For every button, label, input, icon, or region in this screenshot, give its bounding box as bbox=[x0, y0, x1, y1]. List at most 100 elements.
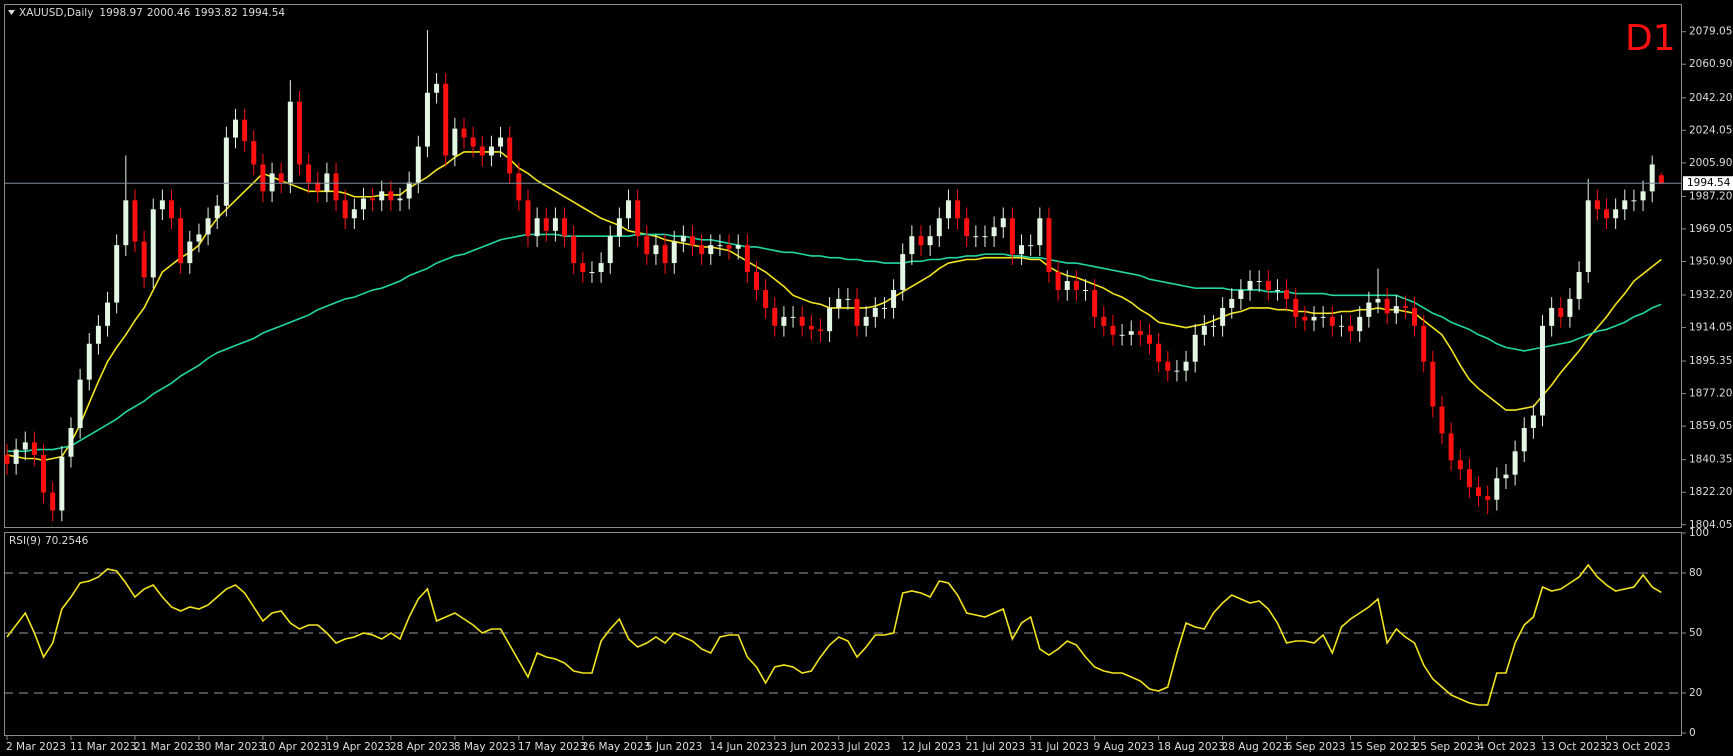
candle-body bbox=[1494, 478, 1500, 500]
candle-body bbox=[1476, 487, 1482, 497]
candle-body bbox=[744, 245, 750, 273]
candle-body bbox=[488, 146, 494, 156]
candle-body bbox=[1274, 289, 1280, 291]
x-tick-label: 10 Apr 2023 bbox=[262, 741, 327, 753]
candle-body bbox=[845, 298, 851, 300]
candle-body bbox=[973, 236, 979, 238]
candle-body bbox=[1540, 325, 1546, 416]
x-tick-label: 30 Mar 2023 bbox=[198, 741, 265, 753]
candle-body bbox=[1384, 298, 1390, 314]
candle-body bbox=[443, 83, 449, 156]
candle-body bbox=[461, 128, 467, 138]
candle-body bbox=[406, 182, 412, 199]
candle-body bbox=[269, 173, 275, 192]
x-tick-label: 12 Jul 2023 bbox=[902, 741, 961, 753]
candle-body bbox=[1448, 433, 1454, 461]
candle-body bbox=[123, 200, 129, 246]
candle-body bbox=[1147, 334, 1152, 344]
candle-body bbox=[1165, 361, 1171, 371]
candle-body bbox=[1585, 200, 1591, 273]
candle-body bbox=[1421, 325, 1427, 362]
candle-body bbox=[1009, 218, 1015, 255]
candle-body bbox=[315, 182, 321, 192]
candle-body bbox=[662, 245, 668, 264]
candle-body bbox=[936, 218, 942, 237]
candle-body bbox=[543, 218, 549, 231]
candle-body bbox=[452, 128, 458, 156]
candle-body bbox=[141, 241, 147, 278]
candle-body bbox=[1631, 200, 1637, 202]
candle-body bbox=[1220, 307, 1226, 326]
candle-body bbox=[1302, 316, 1308, 321]
candle-body bbox=[1019, 245, 1025, 255]
candle-body bbox=[233, 119, 238, 138]
candle-body bbox=[169, 200, 175, 219]
candle-body bbox=[13, 449, 19, 464]
candle-body bbox=[1503, 474, 1509, 479]
candle-body bbox=[41, 454, 47, 493]
candle-body bbox=[77, 379, 83, 429]
candle-body bbox=[817, 329, 823, 332]
x-tick-label: 9 Aug 2023 bbox=[1094, 741, 1155, 753]
candle-body bbox=[1128, 331, 1134, 335]
candle-body bbox=[1256, 281, 1262, 283]
candle-body bbox=[1320, 316, 1326, 318]
candle-body bbox=[1055, 272, 1061, 290]
x-tick-label: 13 Oct 2023 bbox=[1542, 741, 1607, 753]
candle-body bbox=[1439, 406, 1445, 434]
x-tick-label: 19 Apr 2023 bbox=[326, 741, 391, 753]
candle-body bbox=[562, 218, 568, 237]
y-tick-label: 1987.20 bbox=[1689, 190, 1732, 202]
candle-body bbox=[1210, 325, 1216, 327]
candle-body bbox=[1192, 334, 1198, 362]
header-low: 1993.82 bbox=[194, 7, 237, 19]
candle-body bbox=[1064, 281, 1070, 290]
candle-body bbox=[470, 137, 476, 147]
candle-body bbox=[4, 454, 10, 464]
candle-body bbox=[306, 164, 312, 183]
candle-body bbox=[296, 101, 302, 165]
candle-body bbox=[370, 198, 376, 201]
x-tick-label: 5 Jun 2023 bbox=[646, 741, 702, 753]
x-tick-label: 25 Sep 2023 bbox=[1414, 741, 1481, 753]
candle-body bbox=[415, 146, 421, 183]
candle-body bbox=[31, 442, 37, 455]
candle-body bbox=[324, 173, 330, 192]
x-tick-label: 8 May 2023 bbox=[454, 741, 516, 753]
candle-body bbox=[781, 316, 787, 326]
candle-body bbox=[790, 316, 796, 318]
candle-body bbox=[552, 218, 558, 231]
candle-body bbox=[1000, 218, 1006, 228]
current-price-box bbox=[1683, 176, 1733, 191]
candle-body bbox=[891, 289, 897, 308]
candle-body bbox=[86, 343, 92, 380]
x-tick-label: 26 May 2023 bbox=[582, 741, 650, 753]
candle-body bbox=[1311, 316, 1317, 321]
candle-body bbox=[918, 236, 924, 246]
header-high: 2000.46 bbox=[147, 7, 191, 19]
candle-body bbox=[753, 272, 759, 290]
candle-body bbox=[616, 218, 622, 237]
candle-body bbox=[827, 307, 833, 332]
header-open: 1998.97 bbox=[99, 7, 142, 19]
candle-body bbox=[1329, 316, 1335, 326]
x-tick-label: 6 Sep 2023 bbox=[1286, 741, 1346, 753]
y-tick-label: 1914.05 bbox=[1689, 322, 1732, 334]
candle-body bbox=[1037, 218, 1043, 246]
x-tick-label: 18 Aug 2023 bbox=[1158, 741, 1225, 753]
candle-body bbox=[1119, 334, 1125, 336]
menu-triangle bbox=[8, 10, 15, 15]
candle-body bbox=[278, 173, 284, 183]
y-tick-label: 100 bbox=[1689, 527, 1709, 539]
candle-body bbox=[360, 198, 366, 210]
candle-body bbox=[900, 254, 906, 290]
candle-body bbox=[927, 236, 933, 246]
candle-body bbox=[1028, 245, 1034, 247]
candle-body bbox=[1357, 316, 1363, 332]
candle-body bbox=[1649, 164, 1655, 192]
rsi-title: RSI(9) bbox=[9, 535, 41, 547]
x-tick-label: 15 Sep 2023 bbox=[1350, 741, 1417, 753]
candle-body bbox=[516, 173, 522, 201]
